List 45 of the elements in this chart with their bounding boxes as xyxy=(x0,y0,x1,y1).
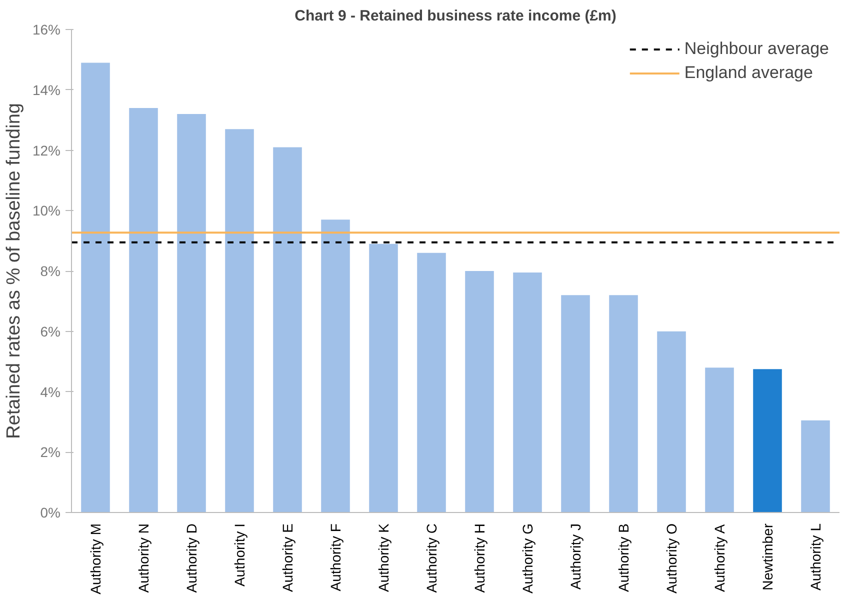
x-tick-label: Authority M xyxy=(88,523,104,594)
x-tick-label: Authority H xyxy=(472,524,488,593)
y-tick-label: 16% xyxy=(32,22,61,38)
bar xyxy=(81,62,110,512)
bar xyxy=(225,129,254,512)
y-tick-label: 8% xyxy=(40,263,60,279)
chart-title: Chart 9 - Retained business rate income (£m) xyxy=(294,8,616,24)
bar xyxy=(177,114,206,512)
x-tick-label: Authority K xyxy=(376,522,392,592)
y-tick-label: 14% xyxy=(32,82,61,98)
bar xyxy=(561,295,590,512)
y-tick-label: 0% xyxy=(40,504,60,520)
y-tick-label: 4% xyxy=(40,384,60,400)
y-tick-label: 10% xyxy=(32,202,61,219)
x-tick-label: Authority L xyxy=(808,523,824,590)
bar xyxy=(609,295,638,512)
y-tick-label: 2% xyxy=(40,444,60,460)
bar xyxy=(753,369,782,512)
x-tick-label: Authority O xyxy=(664,523,680,594)
bar xyxy=(321,220,350,512)
bar xyxy=(129,108,158,512)
bar xyxy=(657,331,686,512)
x-tick-label: Authority J xyxy=(568,523,584,590)
bar xyxy=(369,244,398,512)
legend-label: England average xyxy=(684,63,813,83)
x-tick-label: Authority D xyxy=(184,524,200,593)
bar xyxy=(465,271,494,512)
x-tick-label: Authority I xyxy=(232,523,248,587)
bar xyxy=(801,420,830,512)
bar xyxy=(513,272,542,512)
legend-label: Neighbour average xyxy=(684,39,829,59)
x-tick-label: Authority F xyxy=(328,523,344,592)
bar xyxy=(417,252,446,512)
y-tick-label: 12% xyxy=(32,142,61,158)
x-tick-label: Authority C xyxy=(424,524,440,593)
x-tick-label: Authority B xyxy=(616,523,632,592)
x-tick-label: Authority E xyxy=(280,523,296,592)
y-axis-title: Retained rates as % of baseline funding xyxy=(3,103,24,439)
bar xyxy=(705,368,734,512)
x-tick-label: Authority G xyxy=(520,523,536,594)
x-tick-label: Authority N xyxy=(136,524,152,593)
bar xyxy=(273,147,302,512)
x-tick-label: Newtimber xyxy=(760,523,776,590)
y-tick-label: 6% xyxy=(40,323,60,340)
x-tick-label: Authority A xyxy=(712,524,728,592)
